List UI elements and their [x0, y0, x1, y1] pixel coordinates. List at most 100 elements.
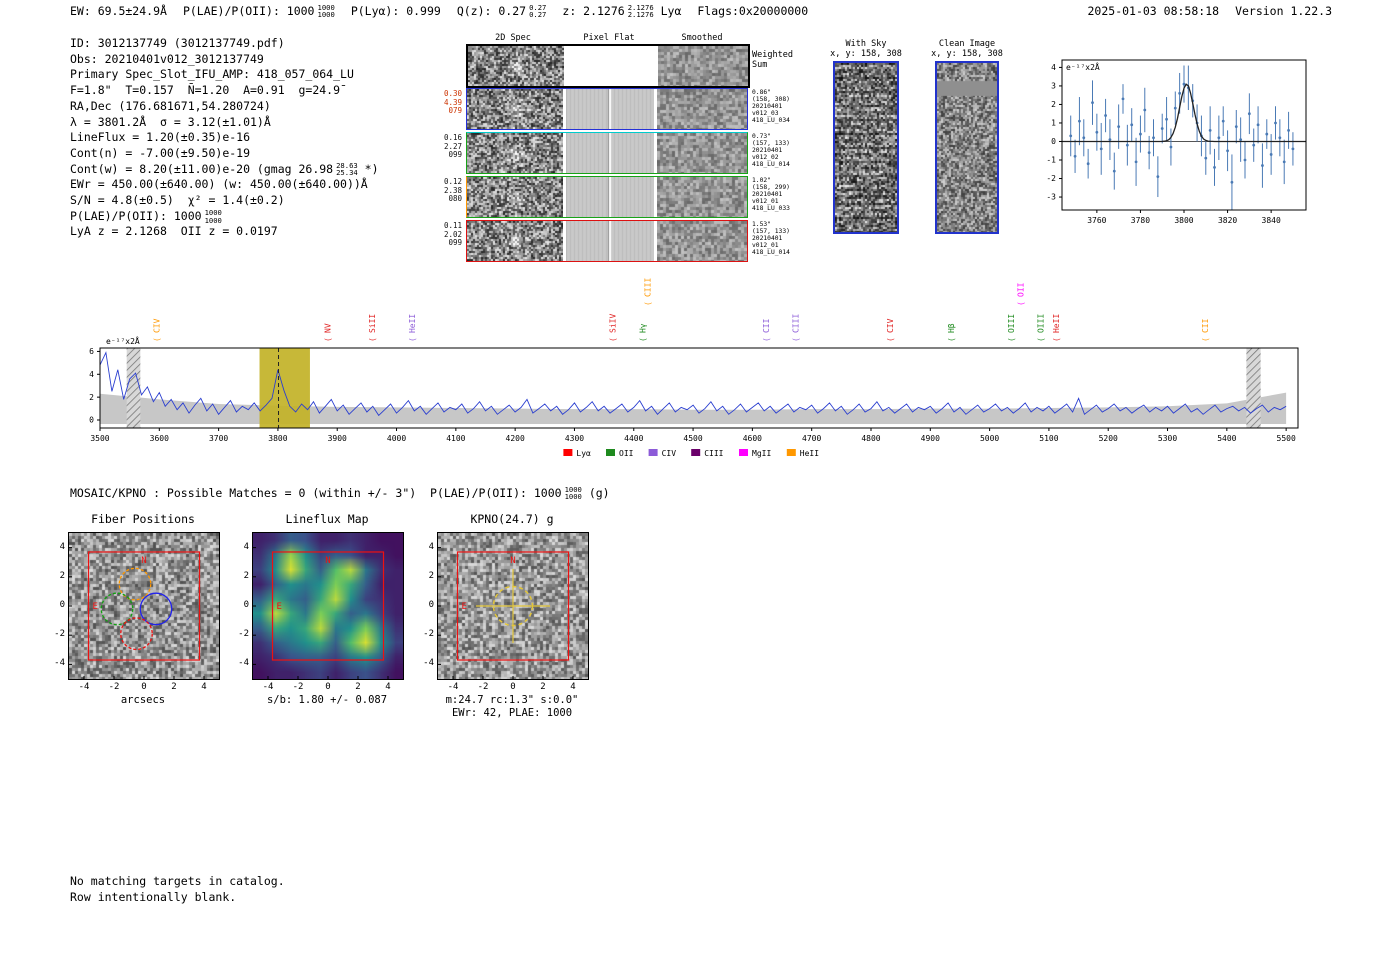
svg-text:0: 0 — [1051, 137, 1056, 146]
svg-text:-1: -1 — [1046, 156, 1056, 165]
x-tick-label: -2 — [292, 682, 304, 692]
svg-text:CIV: CIV — [662, 449, 677, 458]
svg-text:-2: -2 — [1046, 174, 1056, 183]
svg-text:2: 2 — [1051, 100, 1056, 109]
clean-noise-image — [937, 63, 997, 232]
info-line: EWr = 450.00(±640.00) (w: 450.00(±640.00… — [70, 177, 379, 193]
spec2d-cutout — [467, 177, 563, 217]
text-segment: EWr = 450.00(±640.00) (w: 450.00(±640.00… — [70, 177, 368, 192]
strip-weight-labels: 0.16 2.27 099 — [443, 133, 462, 159]
y-tick-label: 4 — [59, 541, 65, 552]
svg-text:(: ( — [608, 337, 617, 342]
info-line: Primary Spec_Slot_IFU_AMP: 418_057_064_L… — [70, 67, 379, 83]
info-line: RA,Dec (176.681671,54.280724) — [70, 99, 379, 115]
svg-text:5300: 5300 — [1158, 434, 1177, 443]
svg-text:4: 4 — [1051, 63, 1056, 72]
text-segment: Primary Spec_Slot_IFU_AMP: 418_057_064_L… — [70, 67, 354, 82]
svg-text:3800: 3800 — [268, 434, 287, 443]
svg-text:(: ( — [368, 337, 377, 342]
svg-text:4300: 4300 — [565, 434, 584, 443]
text-segment: (g) — [581, 486, 610, 501]
svg-text:3700: 3700 — [209, 434, 228, 443]
y-tick-label: -4 — [54, 658, 65, 669]
svg-text:CII: CII — [762, 318, 771, 333]
svg-text:3840: 3840 — [1262, 216, 1281, 225]
text-segment: P(LAE)/P(OII): 1000 — [182, 4, 315, 19]
y-tick-label: -4 — [423, 658, 434, 669]
col-title-pixel-flat: Pixel Flat — [583, 33, 635, 43]
header-summary-line: EW: 69.5±24.9Å P(LAE)/P(OII): 1000 1000 100… — [70, 4, 808, 19]
lineflux-heatmap-image — [253, 533, 403, 679]
text-segment: Cont(n) = -7.00(±9.50)e-19 — [70, 145, 251, 160]
x-tick-label: 2 — [171, 682, 177, 692]
x-tick-label: 0 — [510, 682, 516, 692]
x-tick-label: -4 — [262, 682, 274, 692]
footer-line-2: Row intentionally blank. — [70, 889, 237, 904]
fiber-positions-overlay: NE — [69, 547, 205, 679]
text-segment: Q(z): 0.27 — [456, 4, 527, 19]
svg-text:(: ( — [408, 337, 417, 342]
info-line: Obs: 20210401v012_3012137749 — [70, 52, 379, 68]
svg-text:CII: CII — [1201, 318, 1210, 333]
svg-text:4000: 4000 — [387, 434, 406, 443]
svg-text:CIII: CIII — [643, 278, 652, 297]
text-segment: z: 2.1276 — [562, 4, 625, 19]
report-version: Version 1.22.3 — [1235, 4, 1332, 18]
svg-text:5500: 5500 — [1277, 434, 1296, 443]
svg-text:CIII: CIII — [792, 314, 801, 333]
spec2d-cutout — [467, 133, 563, 173]
text-segment: P(Lyα): 0.999 — [350, 4, 441, 19]
withsky-coords: x, y: 158, 308 — [830, 49, 902, 59]
strip-annotation: Weighted Sum — [752, 50, 793, 70]
header-segment: P(LAE)/P(OII): 1000 1000 1000 — [182, 4, 335, 19]
svg-text:4700: 4700 — [802, 434, 821, 443]
x-tick-label: 4 — [201, 682, 207, 692]
info-line: LyA z = 2.1268 OII z = 0.0197 — [70, 224, 379, 240]
svg-text:Lyα: Lyα — [576, 449, 591, 458]
info-line: Cont(w) = 8.20(±11.00)e-20 (gmag 26.98 28… — [70, 162, 379, 178]
spec2d-strip — [466, 88, 748, 130]
svg-text:5400: 5400 — [1217, 434, 1236, 443]
clean-image-panel — [935, 61, 999, 234]
svg-text:1: 1 — [1051, 119, 1056, 128]
fiber-positions-title: Fiber Positions — [91, 512, 195, 526]
mosaic-match-line: MOSAIC/KPNO : Possible Matches = 0 (with… — [70, 486, 610, 501]
svg-text:4600: 4600 — [743, 434, 762, 443]
svg-text:HeII: HeII — [800, 449, 819, 458]
text-segment: λ = 3801.2Å σ = 3.12(±1.01)Å — [70, 114, 271, 129]
svg-text:HeII: HeII — [1052, 314, 1061, 333]
text-segment: F=1.8" T=0.157 N̄=1.20 A=0.91 g=24.9̄ — [70, 83, 341, 98]
svg-text:3: 3 — [1051, 82, 1056, 91]
x-tick-label: 2 — [355, 682, 361, 692]
svg-text:0: 0 — [89, 416, 94, 425]
svg-text:E: E — [277, 602, 282, 612]
spec2d-cutout — [467, 89, 563, 129]
svg-text:e⁻¹⁷x2Å: e⁻¹⁷x2Å — [1066, 61, 1100, 72]
svg-text:(: ( — [1037, 337, 1046, 342]
stacked-fraction: 28.63 25.34 — [336, 161, 358, 178]
strip-annotation: 1.53" (157, 133) 20210401 v012_01 418_LU_014 — [752, 221, 790, 256]
text-segment: ID: 3012137749 (3012137749.pdf) — [70, 36, 285, 50]
svg-text:E: E — [462, 602, 467, 612]
header-segment: P(Lyα): 0.999 — [351, 4, 441, 18]
svg-text:3600: 3600 — [150, 434, 169, 443]
svg-text:(: ( — [1201, 337, 1210, 342]
svg-text:3500: 3500 — [90, 434, 109, 443]
footer-line-1: No matching targets in catalog. — [70, 874, 285, 888]
clean-coords: x, y: 158, 308 — [931, 49, 1003, 59]
svg-text:OIII: OIII — [1037, 314, 1046, 333]
smoothed-cutout — [657, 221, 747, 261]
svg-text:(: ( — [324, 337, 333, 342]
stacked-fraction: 1000 1000 — [204, 208, 222, 225]
x-tick-label: 0 — [325, 682, 331, 692]
x-tick-label: 2 — [540, 682, 546, 692]
y-tick-label: 0 — [243, 600, 249, 610]
pixel-flat-cutout — [566, 89, 654, 129]
svg-text:(: ( — [639, 337, 648, 342]
y-tick-label: 0 — [59, 600, 65, 610]
lineflux-map-title: Lineflux Map — [285, 512, 369, 526]
kpno-title: KPNO(24.7) g — [470, 512, 554, 526]
info-line: LineFlux = 1.20(±0.35)e-16 — [70, 130, 379, 146]
smoothed-cutout — [657, 133, 747, 173]
spec2d-cutout — [467, 221, 563, 261]
